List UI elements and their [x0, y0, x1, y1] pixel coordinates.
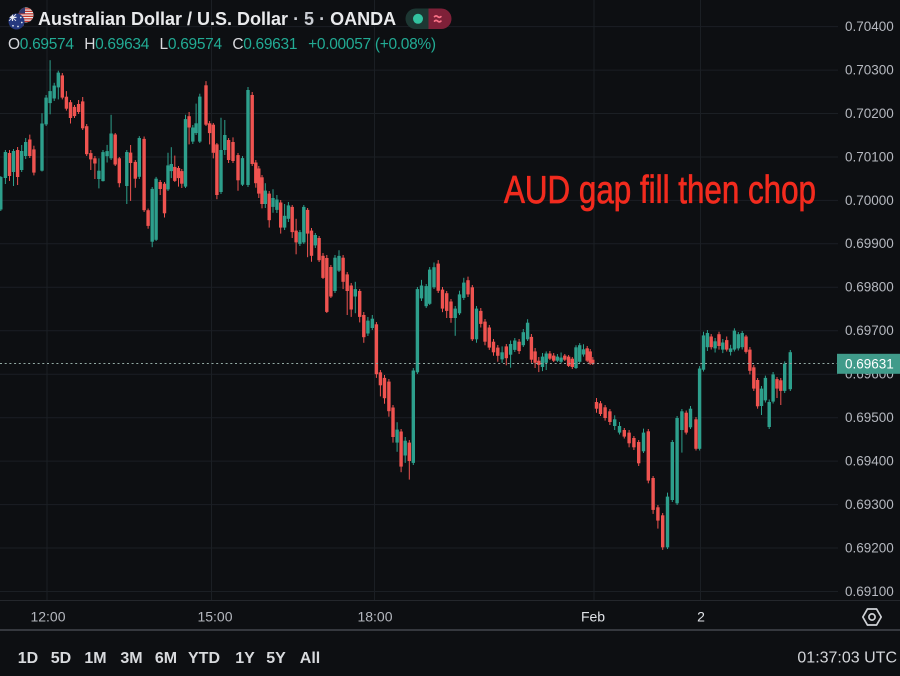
svg-text:01:37:03 UTC: 01:37:03 UTC — [797, 650, 897, 667]
svg-text:12:00: 12:00 — [30, 609, 65, 625]
svg-text:5Y: 5Y — [266, 650, 286, 667]
svg-text:0.69800: 0.69800 — [845, 280, 894, 295]
svg-text:0.69400: 0.69400 — [845, 454, 894, 469]
svg-text:6M: 6M — [155, 650, 177, 667]
svg-text:18:00: 18:00 — [357, 609, 392, 625]
svg-text:1Y: 1Y — [235, 650, 255, 667]
svg-text:AUD gap fill then chop: AUD gap fill then chop — [504, 169, 816, 212]
svg-text:0.70100: 0.70100 — [845, 149, 894, 164]
svg-text:All: All — [300, 650, 320, 667]
svg-text:1M: 1M — [84, 650, 106, 667]
svg-text:0.69300: 0.69300 — [845, 497, 894, 512]
svg-text:Australian Dollar / U.S. Dolla: Australian Dollar / U.S. Dollar · 5 · OA… — [38, 9, 396, 29]
svg-text:0.69500: 0.69500 — [845, 410, 894, 425]
svg-text:2: 2 — [697, 609, 705, 625]
svg-text:0.69900: 0.69900 — [845, 236, 894, 251]
svg-text:5D: 5D — [51, 650, 71, 667]
svg-text:1D: 1D — [18, 650, 38, 667]
svg-text:0.70200: 0.70200 — [845, 106, 894, 121]
svg-text:0.69700: 0.69700 — [845, 323, 894, 338]
svg-text:0.69631: 0.69631 — [845, 357, 894, 372]
svg-text:0.69100: 0.69100 — [845, 584, 894, 599]
svg-text:15:00: 15:00 — [197, 609, 232, 625]
svg-text:Feb: Feb — [581, 609, 605, 625]
svg-text:0.70300: 0.70300 — [845, 63, 894, 78]
svg-text:0.70400: 0.70400 — [845, 19, 894, 34]
svg-text:0.69200: 0.69200 — [845, 540, 894, 555]
svg-text:YTD: YTD — [188, 650, 220, 667]
svg-text:0.70000: 0.70000 — [845, 193, 894, 208]
svg-text:3M: 3M — [120, 650, 142, 667]
